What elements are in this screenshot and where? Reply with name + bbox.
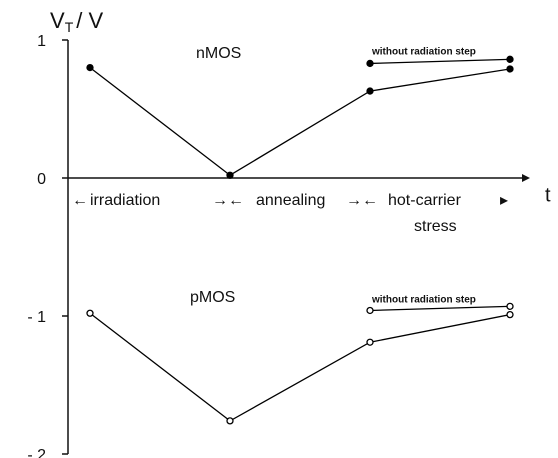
series-line <box>369 305 511 312</box>
y-label-main: V <box>50 8 65 33</box>
y-label-sub: T <box>65 19 74 35</box>
x-axis-arrow <box>522 174 530 182</box>
data-point <box>366 338 374 346</box>
phase-label: irradiation <box>90 192 160 209</box>
series-label: pMOS <box>190 289 235 306</box>
data-point <box>506 65 514 73</box>
y-axis-title: VT / V <box>50 8 103 35</box>
data-point <box>366 87 374 95</box>
phase-label: hot-carrier <box>388 192 462 209</box>
series-label: without radiation step <box>371 295 476 306</box>
y-tick-label: - 1 <box>27 309 46 326</box>
data-point <box>506 55 514 63</box>
phase-label: stress <box>414 218 457 235</box>
phase-label: annealing <box>256 192 325 209</box>
arrow: →← <box>346 192 378 209</box>
data-point <box>86 309 94 317</box>
arrow: ← <box>72 192 88 209</box>
data-point <box>226 171 234 179</box>
series-line <box>369 58 511 65</box>
series-line <box>89 312 511 422</box>
series-label: nMOS <box>196 45 241 62</box>
data-point <box>366 306 374 315</box>
data-point <box>366 59 374 68</box>
phase-arrows: ← →← →← ▸ <box>72 192 508 209</box>
x-axis-title: t <box>545 184 551 206</box>
y-tick-label: 1 <box>37 33 46 50</box>
data-point <box>86 63 94 72</box>
arrow: ▸ <box>500 192 508 209</box>
data-point <box>506 302 514 310</box>
y-label-unit: / V <box>76 8 103 33</box>
y-tick-label: - 2 <box>27 447 46 458</box>
data-point <box>226 417 234 425</box>
series-line <box>89 67 511 177</box>
y-tick-label: 0 <box>37 171 46 188</box>
arrow: →← <box>212 192 244 209</box>
series-label: without radiation step <box>371 47 476 58</box>
data-point <box>506 310 514 319</box>
